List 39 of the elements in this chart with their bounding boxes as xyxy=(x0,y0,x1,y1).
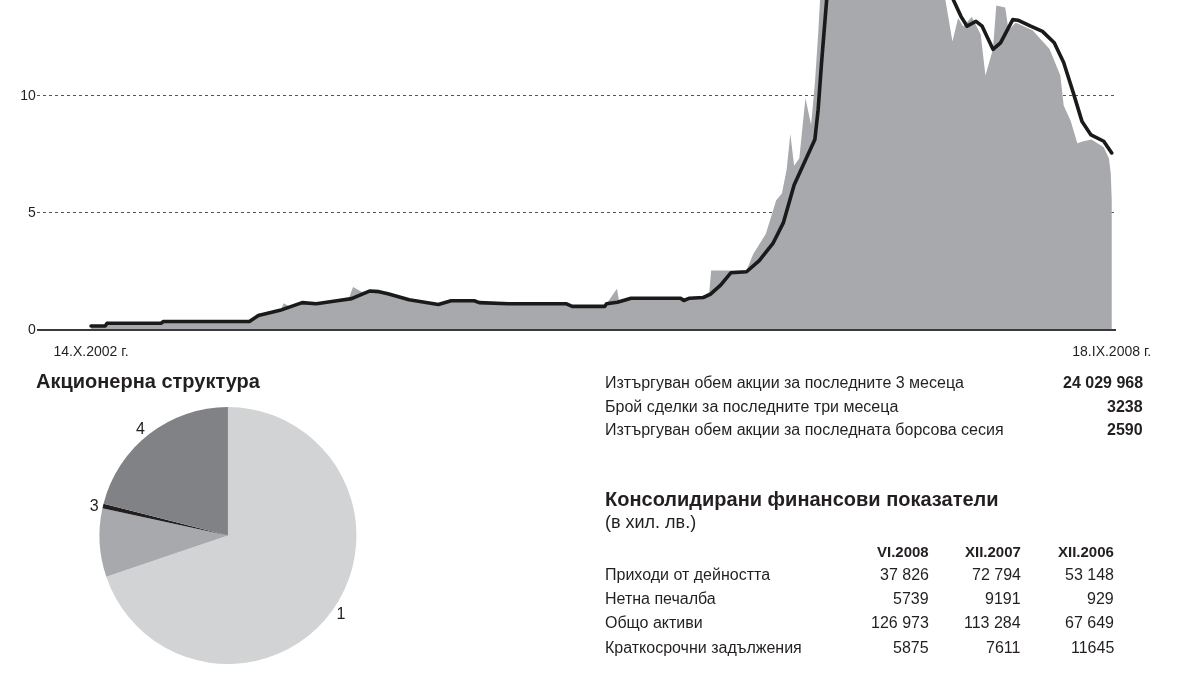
text: 53 148 xyxy=(1065,566,1115,583)
text: 11645 xyxy=(1071,639,1115,656)
text: 5875 xyxy=(893,639,929,656)
text: Нетна печалба xyxy=(605,590,716,607)
text: (в хил. лв.) xyxy=(605,512,697,532)
text: 9191 xyxy=(985,590,1021,607)
text: 3238 xyxy=(1107,398,1143,415)
text: Брой сделки за последните три месеца xyxy=(605,398,899,415)
text: 67 649 xyxy=(1065,614,1115,631)
text: XII.2007 xyxy=(965,543,1021,560)
y-tick-label: 5 xyxy=(28,204,37,221)
text: 113 284 xyxy=(964,614,1021,631)
text: Изтъргуван обем акции за последните 3 месеца xyxy=(605,374,965,391)
text: Изтъргуван обем акции за последната борсова сесия xyxy=(605,421,1004,438)
text: 37 826 xyxy=(880,566,930,583)
y-tick-label: 0 xyxy=(28,320,37,337)
text: XII.2006 xyxy=(1058,543,1114,560)
text: Приходи от дейността xyxy=(605,566,771,583)
text: 24 029 968 xyxy=(1063,374,1144,391)
pie-slice xyxy=(106,407,357,664)
slice-label: 4 xyxy=(135,420,145,438)
text: 126 973 xyxy=(871,614,929,631)
pie-slice xyxy=(99,508,228,577)
y-tick-label: 10 xyxy=(20,87,37,104)
text: 7611 xyxy=(986,639,1021,656)
text: Краткосрочни задължения xyxy=(605,639,802,656)
chart-title: Акционерна структура xyxy=(36,370,261,392)
text: 929 xyxy=(1087,590,1114,607)
slice-label: 1 xyxy=(336,604,346,622)
text: 2590 xyxy=(1107,421,1143,438)
slice-label: 3 xyxy=(89,497,99,515)
x-tick-label: 18.IX.2008 г. xyxy=(1072,342,1152,359)
text: VI.2008 xyxy=(877,543,929,560)
text: Общо активи xyxy=(605,614,703,631)
text: 5739 xyxy=(893,590,929,607)
x-tick-label: 14.X.2002 г. xyxy=(53,342,129,359)
text: 72 794 xyxy=(972,566,1022,583)
text: Консолидирани финансови показатели xyxy=(605,488,999,510)
pie-slice xyxy=(103,407,228,536)
